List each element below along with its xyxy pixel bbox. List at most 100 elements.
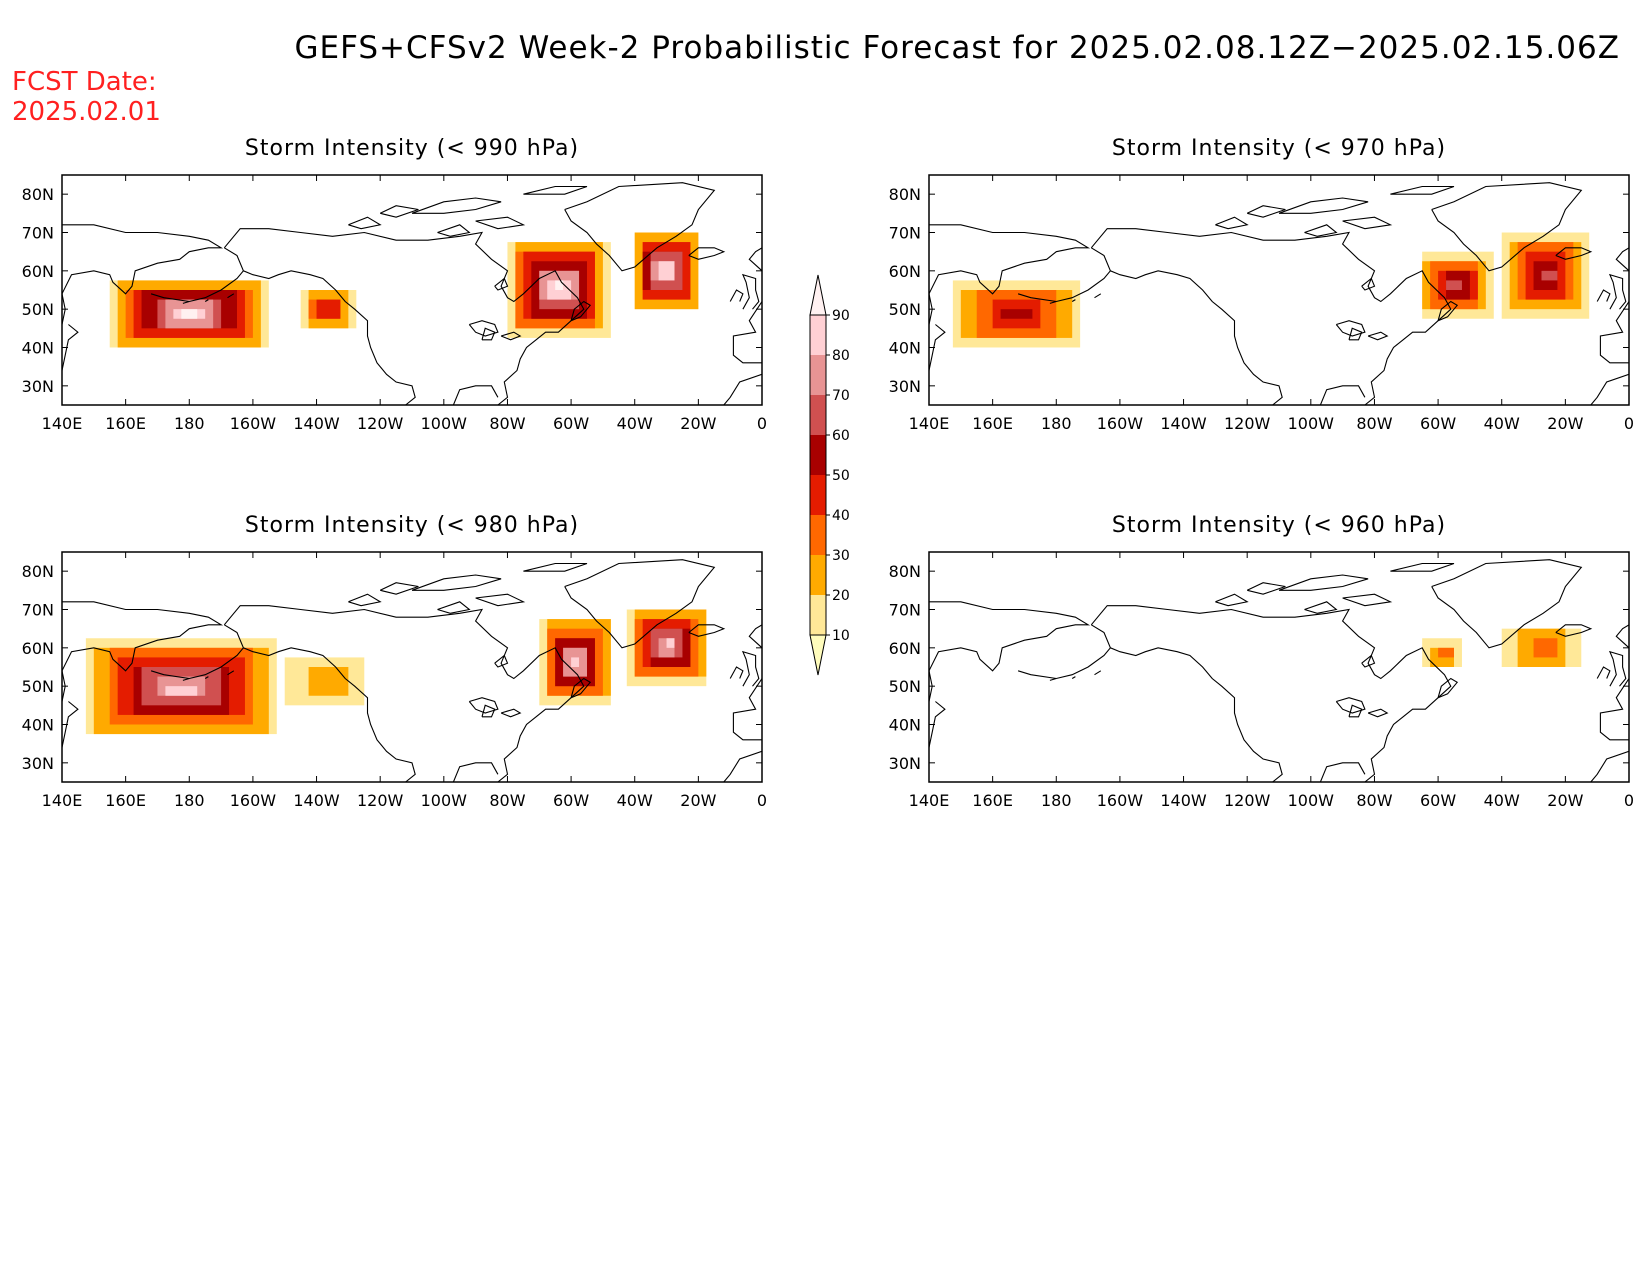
coastline bbox=[723, 373, 762, 405]
prob-area-1 bbox=[1501, 628, 1582, 667]
prob-area-0 bbox=[952, 280, 1081, 348]
lat-tick-label: 50N bbox=[889, 677, 921, 696]
lat-tick-label: 60N bbox=[22, 262, 54, 281]
prob-area-3 bbox=[626, 609, 707, 687]
coastline bbox=[1599, 301, 1629, 364]
coastline bbox=[411, 197, 502, 214]
map-frame bbox=[928, 551, 1630, 783]
coastline bbox=[1094, 293, 1102, 299]
lon-tick-label: 160W bbox=[1097, 791, 1144, 810]
lat-tick-label: 70N bbox=[22, 601, 54, 620]
coastline bbox=[1094, 670, 1102, 676]
coastline bbox=[150, 270, 244, 303]
coastline bbox=[227, 670, 235, 676]
coastline bbox=[224, 247, 416, 405]
coastline bbox=[1390, 185, 1455, 195]
lat-tick-label: 50N bbox=[889, 300, 921, 319]
lat-tick-label: 30N bbox=[22, 754, 54, 773]
coastline bbox=[1304, 224, 1338, 237]
lon-tick-label: 60W bbox=[553, 414, 589, 433]
lon-tick-label: 160E bbox=[972, 414, 1013, 433]
prob-area-1 bbox=[300, 290, 357, 329]
coastline bbox=[1090, 228, 1452, 405]
coastline bbox=[1090, 605, 1452, 782]
coastline bbox=[1071, 299, 1076, 302]
coastline bbox=[1599, 678, 1629, 741]
coastline bbox=[62, 324, 79, 371]
coastline bbox=[1596, 666, 1611, 679]
panel-title: Storm Intensity (< 990 hPa) bbox=[245, 136, 579, 161]
coastline bbox=[437, 601, 471, 614]
coastline bbox=[1615, 624, 1629, 649]
coastline bbox=[1278, 574, 1369, 591]
coastline bbox=[1304, 601, 1338, 614]
lon-tick-label: 160W bbox=[230, 414, 277, 433]
panel-title: Storm Intensity (< 980 hPa) bbox=[245, 513, 579, 538]
lon-tick-label: 100W bbox=[1288, 791, 1335, 810]
coastline bbox=[500, 331, 522, 341]
prob-level-60 bbox=[1541, 270, 1558, 281]
prob-level-60 bbox=[1446, 280, 1462, 290]
lon-tick-label: 40W bbox=[617, 791, 653, 810]
coastline bbox=[570, 300, 592, 322]
colorbar-label: 80 bbox=[832, 348, 850, 364]
map-frame bbox=[61, 551, 763, 783]
lon-tick-label: 80W bbox=[489, 414, 525, 433]
lat-tick-label: 30N bbox=[889, 377, 921, 396]
colorbar-box bbox=[810, 475, 826, 515]
lon-tick-label: 160W bbox=[1097, 414, 1144, 433]
colorbar-box bbox=[810, 315, 826, 355]
lon-tick-label: 120W bbox=[357, 791, 404, 810]
colorbar-label: 90 bbox=[832, 308, 850, 324]
prob-level-30 bbox=[1533, 638, 1558, 658]
coastline bbox=[564, 559, 716, 649]
prob-level-20 bbox=[308, 667, 349, 696]
lon-tick-label: 160E bbox=[972, 791, 1013, 810]
lon-tick-label: 0 bbox=[757, 791, 767, 810]
lat-tick-label: 80N bbox=[22, 185, 54, 204]
prob-level-80 bbox=[571, 657, 580, 667]
coastline bbox=[929, 701, 946, 748]
map-panel-p970: Storm Intensity (< 970 hPa) 80N 70N 60N 50N 4… bbox=[889, 136, 1634, 433]
lon-tick-label: 140W bbox=[1160, 791, 1207, 810]
coastline bbox=[1367, 708, 1389, 718]
coastline bbox=[1361, 654, 1376, 668]
panel-title: Storm Intensity (< 960 hPa) bbox=[1112, 513, 1446, 538]
lon-tick-label: 60W bbox=[1420, 791, 1456, 810]
lon-tick-label: 40W bbox=[1484, 414, 1520, 433]
coastline bbox=[1215, 593, 1249, 607]
coastline bbox=[475, 216, 526, 230]
prob-level-90 bbox=[555, 280, 564, 290]
coastline bbox=[523, 185, 588, 195]
coastline bbox=[379, 582, 419, 595]
prob-area-2 bbox=[507, 242, 611, 338]
coastline bbox=[62, 701, 79, 748]
colorbar-label: 30 bbox=[832, 548, 850, 564]
coastline bbox=[1596, 289, 1611, 302]
lon-tick-label: 0 bbox=[757, 414, 767, 433]
panel-title: Storm Intensity (< 970 hPa) bbox=[1112, 136, 1446, 161]
coastline bbox=[224, 624, 416, 782]
coastline bbox=[481, 704, 496, 718]
coastline bbox=[1367, 331, 1389, 341]
coastline bbox=[1342, 216, 1393, 230]
coastline bbox=[452, 762, 499, 782]
lat-tick-label: 40N bbox=[889, 339, 921, 358]
lon-tick-label: 20W bbox=[1547, 791, 1583, 810]
coastline bbox=[1431, 559, 1583, 649]
coastline bbox=[748, 624, 762, 649]
coastline bbox=[1017, 647, 1111, 680]
main-title: GEFS+CFSv2 Week-2 Probabilistic Forecast… bbox=[294, 30, 1620, 66]
prob-level-50 bbox=[1000, 309, 1033, 319]
coastline bbox=[494, 654, 509, 668]
coastline bbox=[729, 666, 744, 679]
coastline bbox=[452, 385, 499, 405]
lon-tick-label: 20W bbox=[680, 414, 716, 433]
map-panel-p990: Storm Intensity (< 990 hPa) 80N 70N 60N 50N 4… bbox=[22, 136, 767, 433]
coastline bbox=[570, 677, 592, 699]
coastline bbox=[1319, 762, 1366, 782]
prob-area-0 bbox=[1422, 638, 1462, 667]
map-frame bbox=[928, 174, 1630, 406]
coastline bbox=[1319, 385, 1366, 405]
